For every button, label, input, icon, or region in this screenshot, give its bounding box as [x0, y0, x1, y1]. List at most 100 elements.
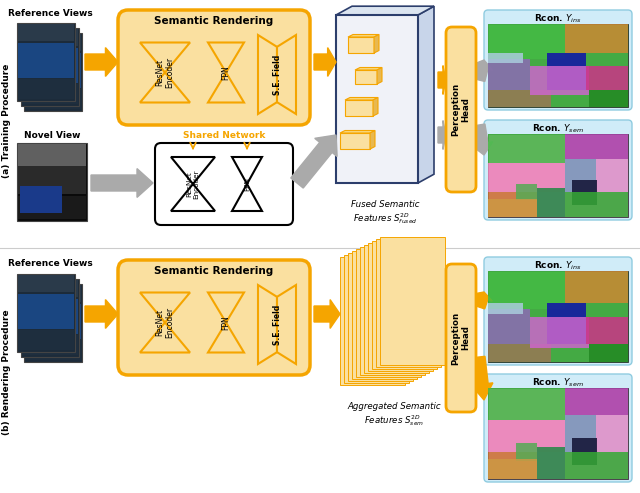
Bar	[488, 53, 523, 63]
Bar	[530, 317, 589, 349]
Bar	[565, 134, 628, 159]
Bar	[355, 70, 377, 84]
Polygon shape	[340, 131, 375, 133]
FancyBboxPatch shape	[484, 120, 632, 220]
FancyBboxPatch shape	[446, 264, 476, 412]
Bar	[17, 143, 87, 221]
Bar	[368, 243, 433, 371]
Polygon shape	[373, 98, 378, 116]
FancyBboxPatch shape	[484, 10, 632, 110]
Bar	[340, 133, 370, 149]
Bar	[18, 144, 86, 168]
Bar	[565, 415, 596, 452]
Bar	[530, 66, 589, 95]
Bar	[352, 251, 417, 379]
Text: Semantic Rendering: Semantic Rendering	[154, 16, 274, 26]
Text: (a) Training Procedure: (a) Training Procedure	[3, 64, 12, 178]
Text: S.E. Field: S.E. Field	[273, 54, 282, 95]
Text: FPN: FPN	[244, 177, 250, 191]
Bar	[488, 163, 565, 192]
FancyBboxPatch shape	[155, 143, 293, 225]
Bar	[488, 59, 530, 90]
Bar	[572, 438, 597, 465]
Polygon shape	[377, 68, 382, 84]
Bar	[344, 255, 409, 383]
Polygon shape	[355, 68, 382, 70]
Polygon shape	[472, 60, 493, 81]
Polygon shape	[348, 35, 379, 37]
Bar	[18, 167, 86, 194]
Polygon shape	[472, 356, 493, 400]
Bar	[18, 293, 74, 329]
Bar	[17, 23, 75, 101]
Bar	[22, 84, 77, 105]
Bar	[380, 237, 445, 365]
Bar	[565, 271, 628, 303]
Bar	[20, 186, 62, 213]
Polygon shape	[446, 306, 455, 334]
Bar	[547, 303, 586, 344]
Polygon shape	[85, 300, 118, 328]
Bar	[537, 447, 565, 479]
Bar	[572, 179, 597, 205]
Text: Rcon. $Y_{sem}$: Rcon. $Y_{sem}$	[532, 377, 584, 389]
Text: ResNet
Encoder: ResNet Encoder	[156, 57, 175, 88]
Bar	[565, 24, 628, 53]
Bar	[20, 28, 79, 106]
Text: Rcon. $Y_{ins}$: Rcon. $Y_{ins}$	[534, 13, 582, 25]
Bar	[516, 184, 537, 200]
Text: Perception
Head: Perception Head	[451, 83, 470, 136]
Text: (b) Rendering Procedure: (b) Rendering Procedure	[3, 309, 12, 435]
Bar	[488, 192, 537, 217]
Polygon shape	[171, 157, 215, 211]
Bar	[18, 330, 74, 351]
Bar	[24, 284, 82, 362]
Bar	[488, 459, 537, 479]
Polygon shape	[370, 131, 375, 149]
Text: FPN: FPN	[221, 65, 230, 80]
FancyBboxPatch shape	[484, 257, 632, 365]
Bar	[25, 52, 81, 88]
Text: Rcon. $Y_{sem}$: Rcon. $Y_{sem}$	[532, 123, 584, 135]
Bar	[340, 257, 405, 385]
Polygon shape	[438, 121, 446, 149]
Bar	[488, 309, 530, 344]
Bar	[22, 280, 77, 297]
Bar	[488, 388, 628, 479]
Text: Perception
Head: Perception Head	[451, 312, 470, 364]
Bar	[25, 285, 81, 302]
Polygon shape	[418, 6, 434, 183]
Polygon shape	[438, 66, 446, 94]
Bar	[22, 335, 77, 355]
Bar	[537, 188, 565, 217]
Polygon shape	[472, 124, 493, 155]
Text: ResNet
Encoder: ResNet Encoder	[186, 169, 200, 199]
Text: Shared Network: Shared Network	[183, 132, 265, 141]
Polygon shape	[85, 48, 118, 76]
Bar	[488, 271, 628, 362]
Bar	[488, 24, 565, 59]
Bar	[348, 37, 374, 53]
Polygon shape	[258, 35, 277, 114]
Polygon shape	[232, 157, 262, 211]
Bar	[488, 388, 565, 420]
Text: FPN: FPN	[221, 315, 230, 330]
Polygon shape	[277, 285, 296, 364]
Polygon shape	[140, 292, 190, 352]
Bar	[586, 317, 628, 344]
FancyBboxPatch shape	[484, 374, 632, 482]
Bar	[565, 192, 628, 217]
Polygon shape	[314, 48, 336, 76]
Bar	[360, 247, 425, 375]
Bar	[488, 452, 537, 479]
Polygon shape	[336, 6, 434, 15]
Bar	[25, 89, 81, 109]
Bar	[22, 298, 77, 334]
Text: Reference Views: Reference Views	[8, 259, 92, 269]
Bar	[25, 304, 81, 339]
Bar	[18, 275, 74, 292]
Bar	[488, 271, 565, 309]
Polygon shape	[472, 292, 492, 309]
Bar	[488, 420, 565, 452]
Polygon shape	[277, 35, 296, 114]
